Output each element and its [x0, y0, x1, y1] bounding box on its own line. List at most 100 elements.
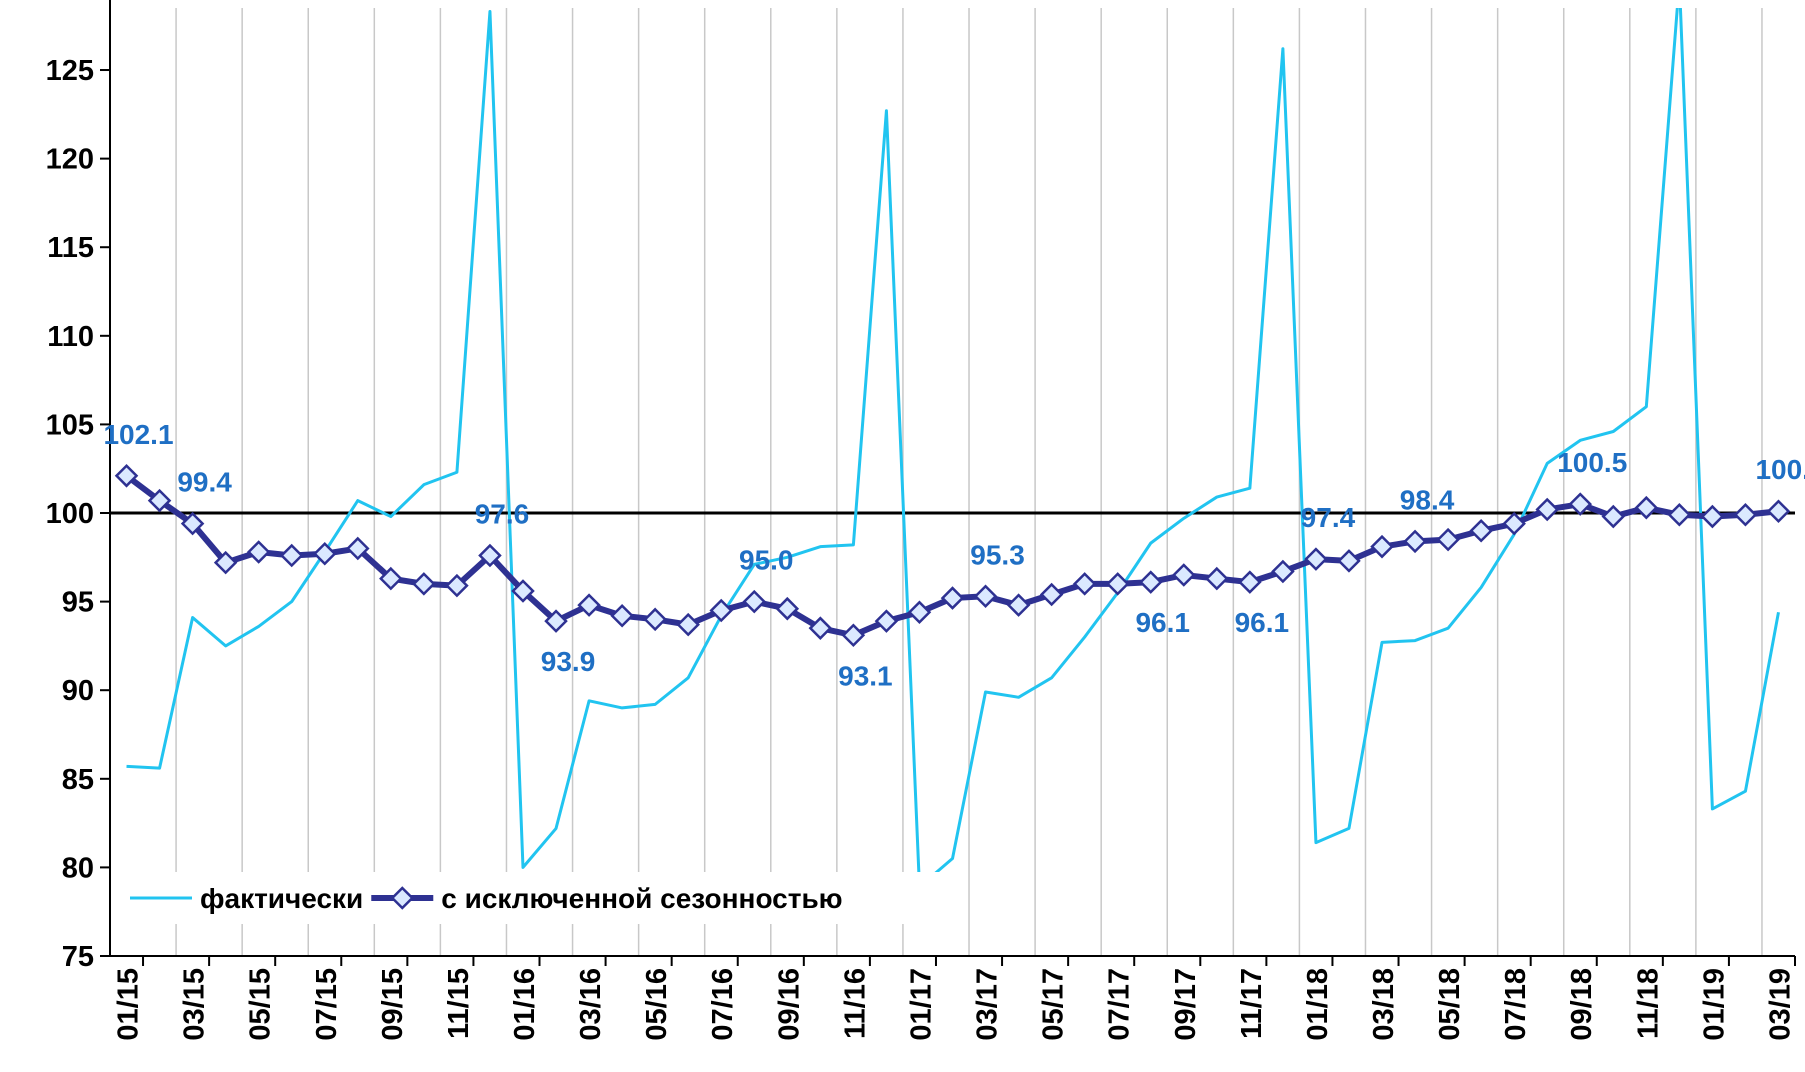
data-point	[445, 573, 469, 598]
data-point	[1634, 495, 1659, 520]
legend-label: фактически	[200, 883, 363, 914]
data-point	[312, 541, 337, 566]
data-label: 95.3	[970, 539, 1025, 570]
data-label: 96.1	[1235, 607, 1290, 638]
data-point	[841, 623, 866, 648]
x-tick-label: 03/18	[1368, 968, 1400, 1041]
y-tick-label: 90	[62, 675, 94, 707]
x-tick-label: 07/17	[1104, 968, 1136, 1041]
x-tick-label: 09/18	[1566, 968, 1598, 1041]
data-point	[147, 488, 172, 513]
x-tick-label: 03/19	[1764, 968, 1796, 1041]
data-point	[1601, 504, 1626, 529]
data-point	[246, 540, 271, 564]
data-label: 100.1	[1755, 454, 1805, 485]
x-tick-label: 05/17	[1038, 968, 1070, 1041]
y-tick-label: 120	[46, 144, 94, 176]
x-tick-label: 05/18	[1434, 968, 1466, 1041]
data-point	[940, 586, 965, 610]
data-point	[874, 609, 899, 633]
data-point	[1271, 559, 1295, 584]
data-point	[1105, 572, 1130, 596]
legend-label: с исключенной сезонностью	[441, 883, 842, 914]
data-point	[775, 596, 800, 621]
data-label: 93.9	[541, 646, 596, 677]
data-point	[379, 566, 403, 591]
data-point	[1370, 534, 1394, 559]
series-line	[126, 8, 1780, 889]
data-point	[213, 550, 238, 575]
data-point	[180, 511, 205, 536]
x-tick-label: 01/18	[1302, 968, 1334, 1041]
x-tick-label: 09/15	[377, 968, 409, 1041]
x-tick-label: 01/17	[905, 968, 937, 1041]
data-point	[907, 600, 932, 625]
data-point	[1436, 527, 1460, 552]
data-point	[346, 536, 370, 561]
legend-box	[118, 872, 948, 924]
data-point	[1205, 566, 1229, 591]
data-point	[1535, 497, 1559, 522]
data-point	[1733, 503, 1758, 527]
y-tick-label: 100	[46, 498, 94, 530]
data-point	[709, 598, 733, 623]
data-point	[643, 607, 667, 632]
x-tick-label: 05/15	[245, 968, 277, 1041]
data-point	[544, 609, 568, 633]
data-point	[1238, 570, 1262, 594]
data-point	[1172, 563, 1196, 587]
x-tick-label: 11/17	[1236, 968, 1268, 1039]
x-tick-label: 09/16	[773, 968, 805, 1041]
y-tick-label: 95	[62, 587, 94, 619]
y-tick-label: 85	[62, 764, 94, 796]
data-point	[1667, 503, 1692, 527]
data-label: 95.0	[739, 545, 794, 576]
x-tick-label: 01/16	[509, 968, 541, 1041]
data-point	[114, 464, 139, 488]
x-tick-label: 11/18	[1632, 968, 1664, 1039]
data-point	[1304, 547, 1328, 571]
data-label: 97.6	[475, 499, 530, 530]
x-tick-label: 11/16	[839, 968, 871, 1039]
data-point	[412, 572, 436, 596]
y-tick-label: 80	[62, 852, 94, 884]
x-tick-label: 05/16	[641, 968, 673, 1041]
y-tick-label: 75	[62, 941, 94, 973]
x-tick-label: 01/15	[113, 968, 145, 1041]
data-point	[1138, 570, 1163, 594]
data-point	[742, 589, 767, 614]
x-tick-label: 07/18	[1500, 968, 1532, 1041]
data-point	[1039, 582, 1064, 607]
y-tick-label: 105	[46, 409, 94, 441]
data-point	[279, 543, 304, 568]
data-point	[1469, 518, 1493, 543]
x-tick-label: 07/16	[707, 968, 739, 1041]
y-tick-label: 115	[47, 232, 94, 264]
legend-marker	[390, 886, 415, 910]
data-point	[808, 616, 833, 640]
data-label: 96.1	[1135, 607, 1190, 638]
x-tick-label: 03/16	[575, 968, 607, 1041]
data-point	[1006, 593, 1031, 617]
data-point	[1568, 492, 1593, 516]
data-point	[973, 584, 998, 609]
data-point	[1766, 499, 1791, 524]
data-label: 97.4	[1301, 502, 1356, 533]
data-label: 98.4	[1400, 484, 1455, 515]
y-tick-label: 125	[46, 55, 94, 87]
x-tick-label: 03/15	[179, 968, 211, 1041]
data-point	[610, 604, 634, 628]
x-tick-label: 01/19	[1698, 968, 1730, 1041]
data-point	[577, 593, 601, 617]
x-tick-label: 07/15	[311, 968, 343, 1041]
x-tick-label: 09/17	[1170, 968, 1202, 1041]
data-point	[1072, 572, 1097, 596]
data-label: 99.4	[177, 467, 232, 498]
data-point	[1700, 504, 1725, 529]
data-point	[1502, 511, 1526, 536]
data-point	[511, 579, 535, 603]
data-point	[1337, 549, 1361, 573]
data-label: 93.1	[838, 660, 893, 691]
data-label: 100.5	[1557, 447, 1627, 478]
